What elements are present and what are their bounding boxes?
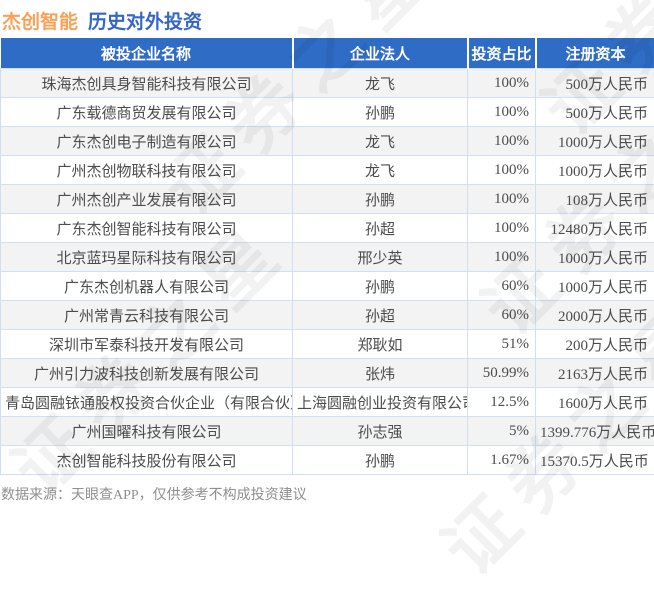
ratio-cell: 60%: [468, 272, 536, 301]
title-company-name: 杰创智能: [2, 12, 78, 33]
ratio-cell: 100%: [468, 185, 536, 214]
capital-cell: 1000万人民币: [536, 156, 654, 185]
capital-cell: 15370.5万人民币: [536, 446, 654, 475]
legal-person-cell: 孙志强: [293, 417, 468, 446]
capital-cell: 108万人民币: [536, 185, 654, 214]
legal-person-cell: 孙鹏: [293, 272, 468, 301]
col-header-capital: 注册资本: [536, 38, 654, 69]
legal-person-cell: 孙鹏: [293, 98, 468, 127]
company-cell: 广东杰创电子制造有限公司: [1, 127, 293, 156]
ratio-cell: 51%: [468, 330, 536, 359]
ratio-cell: 100%: [468, 214, 536, 243]
capital-cell: 2000万人民币: [536, 301, 654, 330]
ratio-cell: 100%: [468, 127, 536, 156]
legal-person-cell: 孙超: [293, 301, 468, 330]
ratio-cell: 100%: [468, 69, 536, 98]
capital-cell: 1000万人民币: [536, 272, 654, 301]
legal-person-cell: 龙飞: [293, 127, 468, 156]
capital-cell: 2163万人民币: [536, 359, 654, 388]
ratio-cell: 100%: [468, 243, 536, 272]
company-cell: 广州常青云科技有限公司: [1, 301, 293, 330]
ratio-cell: 5%: [468, 417, 536, 446]
table-header: 被投企业名称 企业法人 投资占比 注册资本: [1, 38, 654, 69]
header-row: 被投企业名称 企业法人 投资占比 注册资本: [1, 38, 654, 69]
company-cell: 广州杰创物联科技有限公司: [1, 156, 293, 185]
legal-person-cell: 郑耿如: [293, 330, 468, 359]
company-cell: 广州杰创产业发展有限公司: [1, 185, 293, 214]
legal-person-cell: 孙超: [293, 214, 468, 243]
company-cell: 北京蓝玛星际科技有限公司: [1, 243, 293, 272]
ratio-cell: 100%: [468, 156, 536, 185]
ratio-cell: 50.99%: [468, 359, 536, 388]
company-cell: 珠海杰创具身智能科技有限公司: [1, 69, 293, 98]
data-source-note: 数据来源：天眼查APP，仅供参考不构成投资建议: [1, 484, 307, 504]
company-cell: 广州国曜科技有限公司: [1, 417, 293, 446]
legal-person-cell: 孙鹏: [293, 185, 468, 214]
capital-cell: 200万人民币: [536, 330, 654, 359]
ratio-cell: 12.5%: [468, 388, 536, 417]
capital-cell: 500万人民币: [536, 98, 654, 127]
capital-cell: 1399.776万人民币: [536, 417, 654, 446]
col-header-legal-person: 企业法人: [293, 38, 468, 69]
col-header-company: 被投企业名称: [1, 38, 293, 69]
company-cell: 广州引力波科技创新发展有限公司: [1, 359, 293, 388]
capital-cell: 1600万人民币: [536, 388, 654, 417]
legal-person-cell: 龙飞: [293, 156, 468, 185]
capital-cell: 500万人民币: [536, 69, 654, 98]
ratio-cell: 1.67%: [468, 446, 536, 475]
capital-cell: 12480万人民币: [536, 214, 654, 243]
legal-person-cell: 张炜: [293, 359, 468, 388]
company-cell: 广东杰创智能科技有限公司: [1, 214, 293, 243]
capital-cell: 1000万人民币: [536, 127, 654, 156]
company-cell: 广东载德商贸发展有限公司: [1, 98, 293, 127]
legal-person-cell: 邢少英: [293, 243, 468, 272]
capital-cell: 1000万人民币: [536, 243, 654, 272]
legal-person-cell: 龙飞: [293, 69, 468, 98]
legal-person-cell: 孙鹏: [293, 446, 468, 475]
ratio-cell: 100%: [468, 98, 536, 127]
legal-person-cell: 上海圆融创业投资有限公司: [293, 388, 468, 417]
company-cell: 杰创智能科技股份有限公司: [1, 446, 293, 475]
company-cell: 广东杰创机器人有限公司: [1, 272, 293, 301]
ratio-cell: 60%: [468, 301, 536, 330]
title-section-label: 历史对外投资: [88, 12, 202, 33]
company-cell: 深圳市军泰科技开发有限公司: [1, 330, 293, 359]
company-cell: 青岛圆融铱通股权投资合伙企业（有限合伙）: [1, 388, 293, 417]
col-header-ratio: 投资占比: [468, 38, 536, 69]
page-title: 杰创智能历史对外投资: [2, 7, 202, 34]
